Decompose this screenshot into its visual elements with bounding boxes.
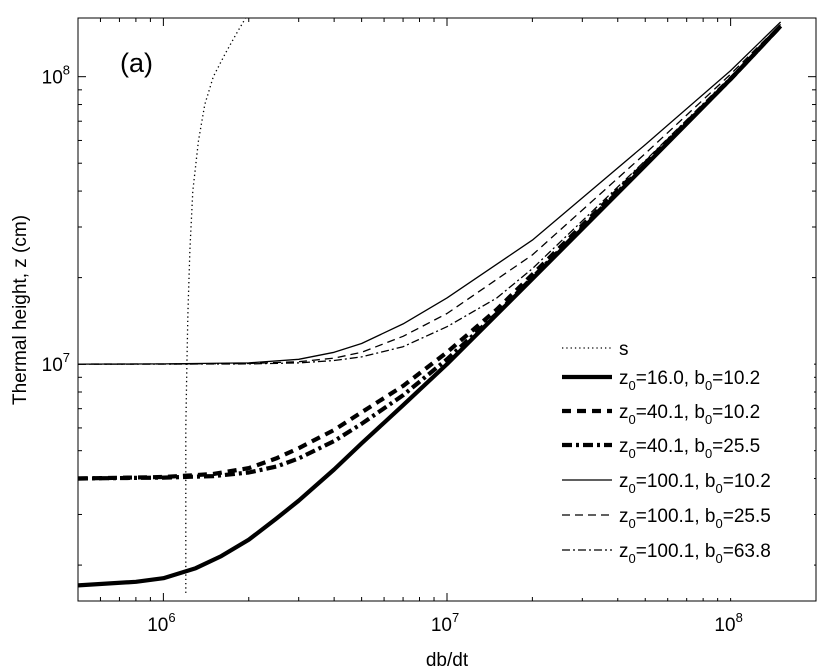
legend-text-part: =10.2 <box>712 402 760 423</box>
legend-text-part: z <box>619 402 629 423</box>
y-tick-label: 108 <box>42 63 70 89</box>
series-line-5 <box>78 21 782 365</box>
legend-subscript: 0 <box>629 551 636 566</box>
legend-text-part: z <box>619 541 629 562</box>
y-tick-base: 10 <box>42 68 63 89</box>
legend-text-part: =63.8 <box>723 541 771 562</box>
legend-text-part: =100.1, b <box>636 541 716 562</box>
legend-text-part: =40.1, b <box>636 402 705 423</box>
legend-entry-5: z0=100.1, b0=10.2 <box>619 471 771 496</box>
legend-subscript: 0 <box>716 516 723 531</box>
y-tick-label: 107 <box>42 350 70 376</box>
y-tick-exp: 7 <box>63 350 70 365</box>
legend-subscript: 0 <box>629 516 636 531</box>
x-tick-label: 106 <box>147 610 175 636</box>
x-tick-label: 107 <box>431 610 459 636</box>
legend-text-part: =10.2 <box>712 368 760 389</box>
x-tick-base: 10 <box>431 615 452 636</box>
series-line-7 <box>78 25 782 365</box>
legend-entry-2: z0=16.0, b0=10.2 <box>619 368 760 393</box>
legend-text-part: z <box>619 506 629 527</box>
x-tick-base: 10 <box>147 615 168 636</box>
legend-subscript: 0 <box>705 446 712 461</box>
legend-entry-6: z0=100.1, b0=25.5 <box>619 506 771 531</box>
series-line-2 <box>78 24 783 588</box>
legend-subscript: 0 <box>705 378 712 393</box>
legend-text-part: z <box>619 368 629 389</box>
legend-text-part: =40.1, b <box>636 436 705 457</box>
x-tick-base: 10 <box>714 615 735 636</box>
legend-entry-1: s <box>619 339 629 360</box>
legend-subscript: 0 <box>716 551 723 566</box>
x-tick-label: 108 <box>714 610 742 636</box>
legend-text-part: =16.0, b <box>636 368 705 389</box>
y-tick-base: 10 <box>42 355 63 376</box>
legend-subscript: 0 <box>705 412 712 427</box>
legend-text-part: =100.1, b <box>636 506 716 527</box>
x-tick-exp: 7 <box>452 610 459 625</box>
legend-subscript: 0 <box>629 412 636 427</box>
legend-entry-7: z0=100.1, b0=63.8 <box>619 541 771 566</box>
legend-text-part: z <box>619 471 629 492</box>
legend: sz0=16.0, b0=10.2z0=40.1, b0=10.2z0=40.1… <box>556 339 814 598</box>
legend-text-part: =10.2 <box>723 471 771 492</box>
legend-entry-4: z0=40.1, b0=25.5 <box>619 436 760 461</box>
x-axis-label: db/dt <box>426 650 469 671</box>
y-axis-label: Thermal height, z (cm) <box>10 215 31 405</box>
legend-subscript: 0 <box>629 446 636 461</box>
legend-text-part: =25.5 <box>712 436 760 457</box>
legend-subscript: 0 <box>629 378 636 393</box>
legend-background <box>556 340 814 598</box>
series-line-3 <box>78 24 783 481</box>
series-layer <box>78 18 783 593</box>
y-tick-exp: 8 <box>63 63 70 78</box>
x-tick-exp: 8 <box>736 610 743 625</box>
series-line-4 <box>78 24 783 481</box>
legend-text-part: z <box>619 436 629 457</box>
legend-text-part: s <box>619 339 629 360</box>
x-tick-exp: 6 <box>168 610 175 625</box>
legend-entry-3: z0=40.1, b0=10.2 <box>619 402 760 427</box>
legend-text-part: =100.1, b <box>636 471 716 492</box>
legend-subscript: 0 <box>716 481 723 496</box>
legend-text-part: =25.5 <box>723 506 771 527</box>
legend-subscript: 0 <box>629 481 636 496</box>
panel-label: (a) <box>120 48 153 78</box>
